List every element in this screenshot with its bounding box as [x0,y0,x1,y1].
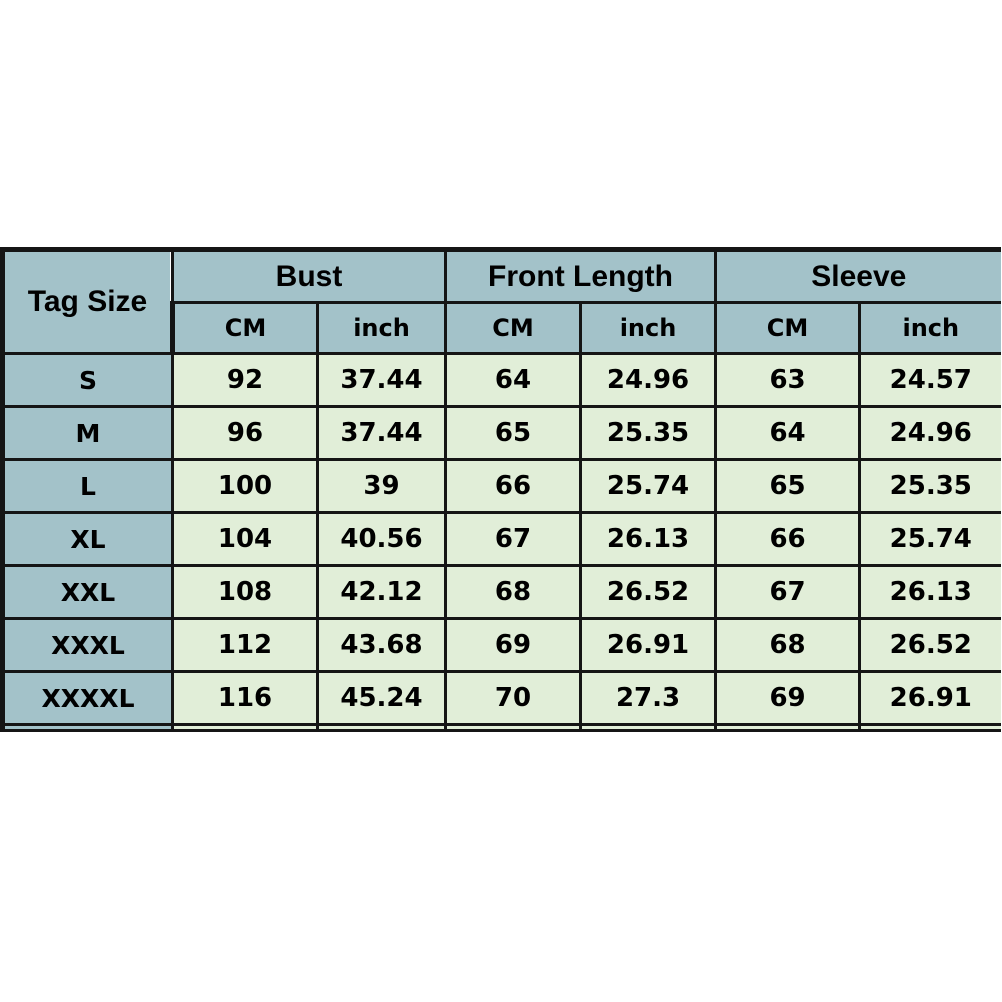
group-header-bust: Bust [170,247,448,304]
sleeve-inch-value: 26.52 [858,617,1001,673]
sleeve-inch-value: 24.96 [858,405,1001,461]
front-length-cm-header: CM [444,301,583,355]
tag-size-header: Tag Size [0,247,174,355]
cropped-cell [579,723,718,732]
bust-cm-value: 116 [171,670,319,726]
size-label: XXL [0,564,174,620]
cropped-cell [171,723,319,732]
group-header-row: Tag Size Bust Front Length Sleeve [0,247,1001,355]
bust-inch-value: 37.44 [315,352,448,408]
front-length-cm-value: 70 [444,670,583,726]
bust-inch-value: 40.56 [315,511,448,567]
table-header: Tag Size Bust Front Length Sleeve CM inc… [0,247,1001,355]
size-chart-table-wrapper: Tag Size Bust Front Length Sleeve CM inc… [0,247,1002,759]
bust-cm-header: CM [170,301,319,355]
bust-inch-value: 43.68 [315,617,448,673]
cropped-cell [315,723,448,732]
table-body: S 92 37.44 64 24.96 63 24.57 M 96 37.44 … [0,352,1001,732]
sleeve-cm-value: 69 [714,670,862,726]
front-length-inch-value: 26.52 [579,564,718,620]
table-row-xxl: XXL 108 42.12 68 26.52 67 26.13 [0,564,1001,620]
sleeve-cm-value: 66 [714,511,862,567]
size-chart-table: Tag Size Bust Front Length Sleeve CM inc… [0,247,1001,732]
front-length-cm-value: 66 [444,458,583,514]
size-label: L [0,458,174,514]
cropped-cell [444,723,583,732]
table-row-xxxl: XXXL 112 43.68 69 26.91 68 26.52 [0,617,1001,673]
front-length-cm-value: 65 [444,405,583,461]
front-length-inch-value: 26.91 [579,617,718,673]
bust-inch-value: 39 [315,458,448,514]
sleeve-cm-value: 65 [714,458,862,514]
bust-inch-value: 42.12 [315,564,448,620]
sleeve-inch-value: 26.13 [858,564,1001,620]
table-row-m: M 96 37.44 65 25.35 64 24.96 [0,405,1001,461]
sleeve-inch-value: 25.35 [858,458,1001,514]
sleeve-cm-header: CM [714,301,862,355]
bust-cm-value: 96 [171,405,319,461]
bust-inch-value: 45.24 [315,670,448,726]
front-length-cm-value: 64 [444,352,583,408]
size-label: M [0,405,174,461]
cropped-cell [714,723,862,732]
front-length-inch-value: 24.96 [579,352,718,408]
group-header-sleeve: Sleeve [714,247,1001,304]
size-label: XXXXL [0,670,174,726]
sleeve-inch-value: 25.74 [858,511,1001,567]
sleeve-inch-value: 24.57 [858,352,1001,408]
front-length-cm-value: 67 [444,511,583,567]
bust-inch-header: inch [315,301,448,355]
cropped-cell [0,723,174,732]
table-row-l: L 100 39 66 25.74 65 25.35 [0,458,1001,514]
table-row-s: S 92 37.44 64 24.96 63 24.57 [0,352,1001,408]
front-length-inch-value: 25.74 [579,458,718,514]
size-label: XXXL [0,617,174,673]
front-length-inch-value: 25.35 [579,405,718,461]
front-length-inch-header: inch [579,301,718,355]
bust-cm-value: 108 [171,564,319,620]
front-length-inch-value: 26.13 [579,511,718,567]
bust-cm-value: 92 [171,352,319,408]
sleeve-cm-value: 67 [714,564,862,620]
front-length-cm-value: 69 [444,617,583,673]
sleeve-cm-value: 68 [714,617,862,673]
cropped-cell [858,723,1001,732]
cropped-partial-row [0,723,1001,732]
size-label: XL [0,511,174,567]
sleeve-inch-header: inch [858,301,1001,355]
sleeve-cm-value: 64 [714,405,862,461]
sleeve-cm-value: 63 [714,352,862,408]
group-header-front-length: Front Length [444,247,718,304]
bust-cm-value: 104 [171,511,319,567]
bust-cm-value: 100 [171,458,319,514]
front-length-cm-value: 68 [444,564,583,620]
size-label: S [0,352,174,408]
front-length-inch-value: 27.3 [579,670,718,726]
table-row-xl: XL 104 40.56 67 26.13 66 25.74 [0,511,1001,567]
bust-inch-value: 37.44 [315,405,448,461]
sleeve-inch-value: 26.91 [858,670,1001,726]
unit-header-row: CM inch CM inch CM inch [3,301,1001,355]
table-row-xxxxl: XXXXL 116 45.24 70 27.3 69 26.91 [0,670,1001,726]
bust-cm-value: 112 [171,617,319,673]
